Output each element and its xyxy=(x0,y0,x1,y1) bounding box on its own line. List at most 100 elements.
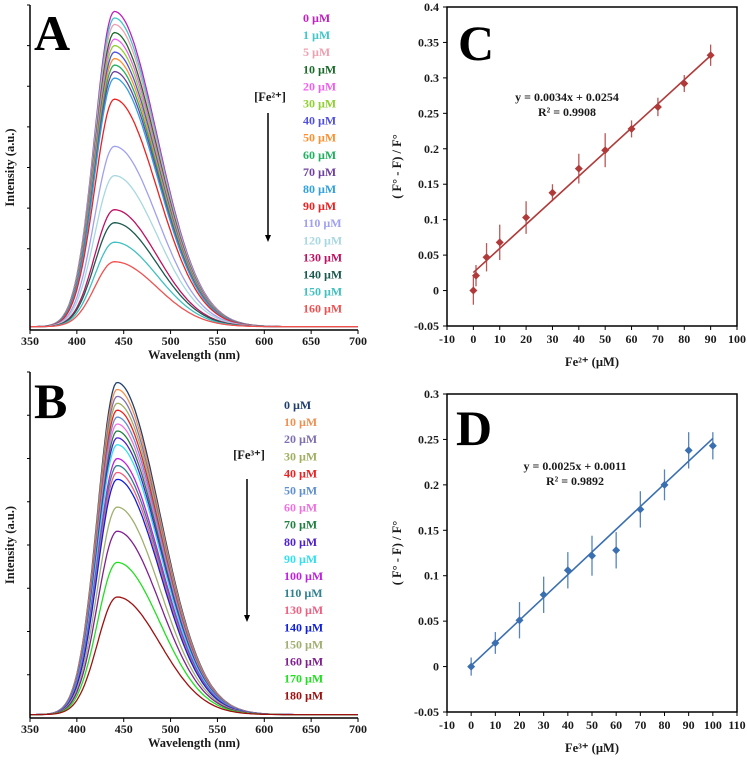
x-axis-label: Wavelength (nm) xyxy=(148,348,240,362)
y-tick-label: 0.25 xyxy=(418,106,439,120)
y-tick-label: -0.05 xyxy=(414,705,439,719)
x-tick-label: 100 xyxy=(704,718,722,732)
y-tick-label: 0 xyxy=(433,660,439,674)
x-tick-label: 50 xyxy=(599,332,611,346)
legend-entry: 170 µM xyxy=(284,672,323,686)
legend-entry: 90 µM xyxy=(303,199,336,213)
panel-c: -0.05 0 0.05 0.1 0.15 0.2 0.25 0.3 0.35 0.4 -10 0 10… xyxy=(390,0,746,369)
x-tick-label: 500 xyxy=(162,722,180,736)
y-axis-label: Intensity (a.u.) xyxy=(3,506,17,584)
x-tick-label: 40 xyxy=(562,718,574,732)
data-point xyxy=(539,590,548,599)
plot-frame xyxy=(446,6,738,327)
data-point xyxy=(469,286,478,295)
y-tick-label: 0.4 xyxy=(424,0,439,14)
legend-entry: 180 µM xyxy=(284,689,323,703)
legend-entry: 140 µM xyxy=(303,268,342,282)
legend-entry: 50 µM xyxy=(284,484,317,498)
data-point xyxy=(522,213,531,222)
y-tick-label: 0.2 xyxy=(424,478,439,492)
legend-entry: 30 µM xyxy=(284,449,317,463)
legend-entry: 60 µM xyxy=(303,148,336,162)
data-point xyxy=(653,102,662,111)
y-tick-label: 0.15 xyxy=(418,177,439,191)
data-point xyxy=(472,271,480,280)
data-point xyxy=(548,188,557,197)
panel-a: 0 µM 1 µM 5 µM 10 µM 20 µM 30 µM 40 µM 50 µM 60 … xyxy=(3,4,367,362)
x-axis-label: Wavelength (nm) xyxy=(148,736,240,750)
x-tick-label: 550 xyxy=(208,334,226,348)
legend-entry: 120 µM xyxy=(303,233,342,247)
x-tick-label: 20 xyxy=(514,718,526,732)
x-tick-label: 20 xyxy=(520,332,532,346)
panel-d: -0.05 0 0.05 0.1 0.15 0.2 0.25 0.3 -10 0 10 20 30 40 5… xyxy=(390,387,746,755)
spectrum-line xyxy=(30,596,358,716)
arrow-down-icon xyxy=(265,235,271,242)
x-tick-label: 0 xyxy=(470,332,476,346)
x-tick-label: 80 xyxy=(659,718,671,732)
legend-entry: 160 µM xyxy=(284,655,323,669)
x-tick-label: 0 xyxy=(468,718,474,732)
legend-entry: 60 µM xyxy=(284,501,317,515)
data-point xyxy=(612,546,621,555)
legend-entry: 40 µM xyxy=(303,114,336,128)
panel-letter: D xyxy=(456,400,492,456)
x-tick-label: 350 xyxy=(21,722,39,736)
data-point xyxy=(495,238,504,247)
x-tick-label: 70 xyxy=(652,332,664,346)
data-point xyxy=(636,505,645,514)
data-point xyxy=(482,253,491,262)
x-tick-label: 90 xyxy=(683,718,695,732)
legend-entry: 130 µM xyxy=(303,250,342,264)
panel-letter: A xyxy=(34,5,70,61)
data-point xyxy=(708,441,717,450)
legend-entry: 1 µM xyxy=(303,28,330,42)
x-tick-label: 700 xyxy=(349,334,367,348)
data-point xyxy=(684,446,693,455)
x-tick-label: 600 xyxy=(255,722,273,736)
panel-letter: B xyxy=(34,373,67,429)
legend-entry: 80 µM xyxy=(303,182,336,196)
legend-entry: 90 µM xyxy=(284,552,317,566)
legend-entry: 150 µM xyxy=(284,637,323,651)
r-squared: R² = 0.9908 xyxy=(538,105,596,119)
data-point xyxy=(627,124,636,133)
legend-entry: 30 µM xyxy=(303,97,336,111)
concentration-annotation: [Fe²⁺] xyxy=(254,90,286,104)
y-axis-label: Intensity (a.u.) xyxy=(3,128,17,206)
y-tick-label: 0.35 xyxy=(418,35,439,49)
x-tick-label: 450 xyxy=(115,722,133,736)
data-point xyxy=(574,164,583,173)
legend-entry: 40 µM xyxy=(284,466,317,480)
data-point xyxy=(660,480,669,489)
x-tick-label: 400 xyxy=(68,722,86,736)
fit-line xyxy=(472,55,712,274)
x-tick-label: 90 xyxy=(705,332,717,346)
legend-entry: 5 µM xyxy=(303,45,330,59)
legend-entry: 110 µM xyxy=(303,216,342,230)
legend-entry: 140 µM xyxy=(284,620,323,634)
y-tick-label: -0.05 xyxy=(414,319,439,333)
y-tick-label: 0.15 xyxy=(418,523,439,537)
legend-entry: 10 µM xyxy=(284,415,317,429)
data-point xyxy=(467,662,476,671)
x-tick-label: 80 xyxy=(678,332,690,346)
legend-entry: 100 µM xyxy=(284,569,323,583)
y-tick-label: 0.2 xyxy=(424,142,439,156)
legend-entry: 70 µM xyxy=(303,165,336,179)
data-point xyxy=(491,638,500,647)
legend-entry: 150 µM xyxy=(303,285,342,299)
x-tick-label: 600 xyxy=(255,334,273,348)
y-tick-label: 0 xyxy=(433,284,439,298)
data-point xyxy=(563,566,572,575)
x-tick-label: 60 xyxy=(610,718,622,732)
y-tick-label: 0.1 xyxy=(424,569,439,583)
legend-entry: 50 µM xyxy=(303,131,336,145)
concentration-annotation: [Fe³⁺] xyxy=(233,448,265,462)
arrow-down-icon xyxy=(244,615,250,622)
legend-entry: 20 µM xyxy=(303,79,336,93)
y-tick-label: 0.25 xyxy=(418,432,439,446)
data-point xyxy=(588,551,596,560)
y-tick-label: 0.3 xyxy=(424,71,439,85)
